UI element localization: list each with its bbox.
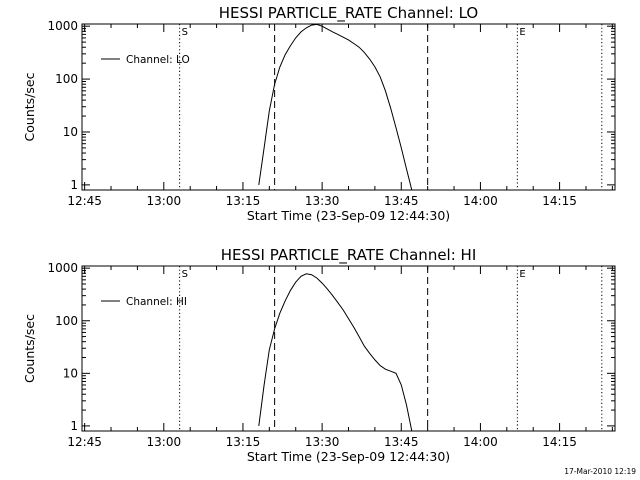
y-tick-label: 100 xyxy=(55,314,78,328)
y-tick-label: 100 xyxy=(55,72,78,86)
panel-channel-lo: HESSI PARTICLE_RATE Channel: LO 12:45 13:0… xyxy=(22,4,616,223)
y-tick-label: 1 xyxy=(70,419,78,433)
x-tick-label: 12:45 xyxy=(67,435,102,449)
chart-title: HESSI PARTICLE_RATE Channel: HI xyxy=(221,246,477,265)
x-axis-label: Start Time (23-Sep-09 12:44:30) xyxy=(247,449,450,464)
y-tick-label: 1000 xyxy=(47,261,78,275)
x-tick-label: 14:15 xyxy=(542,435,577,449)
y-axis-label: Counts/sec xyxy=(22,314,37,383)
y-tick-label: 10 xyxy=(63,125,78,139)
y-axis-label: Counts/sec xyxy=(22,72,37,141)
y-tick-label: 1000 xyxy=(47,19,78,33)
y-tick-label: 1 xyxy=(70,178,78,192)
x-tick-label: 13:30 xyxy=(305,194,340,208)
x-tick-label: 13:00 xyxy=(147,435,182,449)
x-tick-label: 14:00 xyxy=(463,194,498,208)
marker-label: S xyxy=(182,27,188,38)
legend-entry: Channel: LO xyxy=(126,54,190,66)
x-tick-label: 13:30 xyxy=(305,435,340,449)
plot-frame xyxy=(81,265,616,432)
x-tick-label: 13:45 xyxy=(384,194,419,208)
series-line xyxy=(258,273,413,431)
series-line xyxy=(258,24,413,190)
marker-label: E xyxy=(519,269,525,280)
x-axis-label: Start Time (23-Sep-09 12:44:30) xyxy=(247,208,450,223)
footer-timestamp: 17-Mar-2010 12:19 xyxy=(564,467,636,476)
x-tick-label: 13:00 xyxy=(147,194,182,208)
y-tick-label: 10 xyxy=(63,366,78,380)
marker-label: E xyxy=(519,27,525,38)
legend-entry: Channel: HI xyxy=(126,296,187,308)
plot-frame xyxy=(81,23,616,191)
x-tick-label: 12:45 xyxy=(67,194,102,208)
chart-title: HESSI PARTICLE_RATE Channel: LO xyxy=(219,4,478,23)
x-tick-label: 13:45 xyxy=(384,435,419,449)
x-tick-label: 13:15 xyxy=(226,435,261,449)
x-tick-label: 14:00 xyxy=(463,435,498,449)
x-tick-label: 14:15 xyxy=(542,194,577,208)
marker-label: S xyxy=(182,269,188,280)
x-tick-label: 13:15 xyxy=(226,194,261,208)
panel-channel-hi: HESSI PARTICLE_RATE Channel: HI 12:45 13:0… xyxy=(22,246,616,464)
